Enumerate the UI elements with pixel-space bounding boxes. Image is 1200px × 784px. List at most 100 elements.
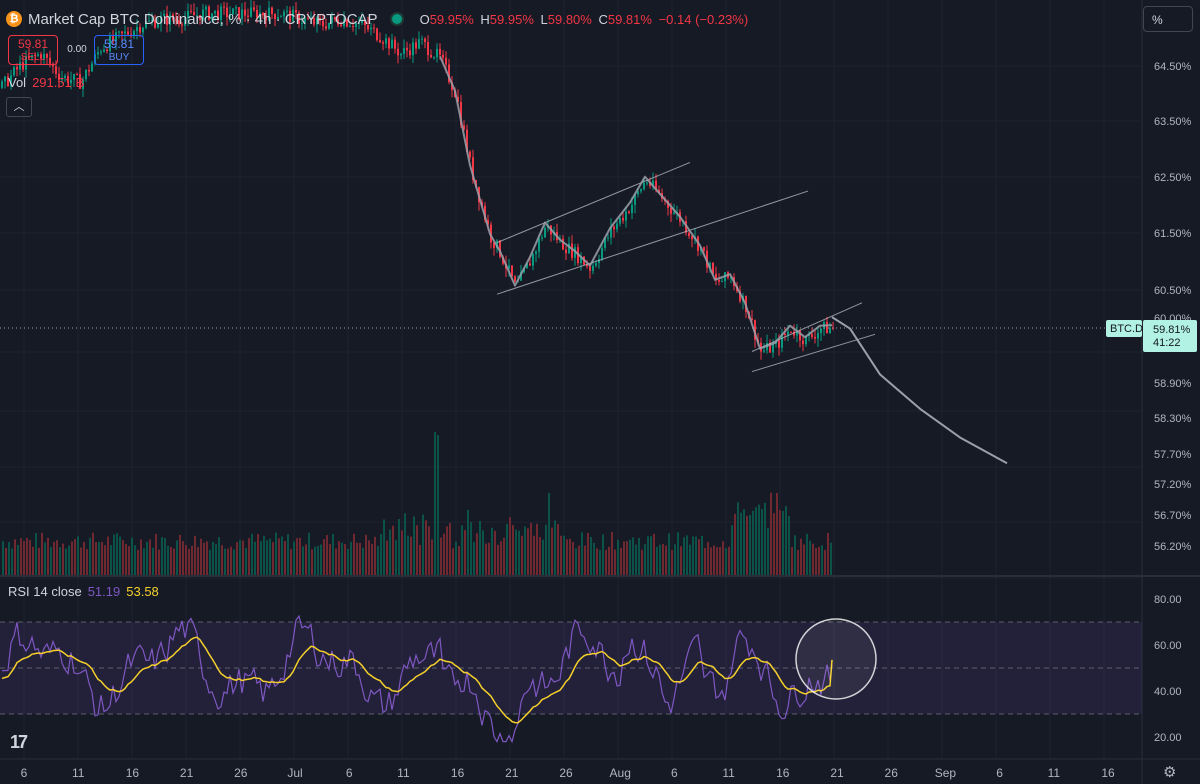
candle-body xyxy=(601,247,603,260)
scale-mode-button[interactable]: % xyxy=(1143,6,1193,32)
volume-bar xyxy=(815,547,817,575)
volume-bar xyxy=(674,544,676,575)
candle-body xyxy=(412,42,414,56)
candle-body xyxy=(691,236,693,240)
collapse-legend-button[interactable]: ︿ xyxy=(6,97,32,117)
volume-bar xyxy=(587,532,589,575)
candle-body xyxy=(643,182,645,190)
candle-body xyxy=(793,331,795,336)
volume-bar xyxy=(431,539,433,575)
time-tick-label: 11 xyxy=(1048,766,1061,780)
volume-bar xyxy=(47,537,49,575)
volume-bar xyxy=(779,510,781,575)
symbol-title[interactable]: Market Cap BTC Dominance, % · 4h · CRYPT… xyxy=(28,10,378,28)
volume-bar xyxy=(383,519,385,575)
volume-bar xyxy=(317,545,319,575)
volume-bar xyxy=(689,544,691,575)
candle-body xyxy=(448,64,450,83)
candle-body xyxy=(397,48,399,56)
volume-bar xyxy=(386,540,388,575)
candle-body xyxy=(526,263,528,269)
volume-bar xyxy=(413,516,415,575)
candle-body xyxy=(157,23,159,28)
volume-bar xyxy=(143,548,145,575)
volume-bar xyxy=(761,509,763,575)
gear-icon[interactable]: ⚙ xyxy=(1163,764,1177,781)
volume-bar xyxy=(41,532,43,575)
candle-body xyxy=(739,291,741,302)
candle-body xyxy=(31,55,33,58)
volume-bar xyxy=(527,528,529,575)
volume-bar xyxy=(95,542,97,575)
volume-bar xyxy=(728,546,730,575)
volume-bar xyxy=(464,530,466,575)
candle-body xyxy=(184,18,186,26)
candle-body xyxy=(388,38,390,49)
volume-bar xyxy=(488,542,490,575)
candle-body xyxy=(328,22,330,29)
candle-body xyxy=(262,12,264,16)
volume-bar xyxy=(11,548,13,575)
candle-body xyxy=(352,26,354,28)
volume-bar xyxy=(605,549,607,575)
candle-body xyxy=(430,55,432,58)
volume-bar xyxy=(758,504,760,575)
candle-body xyxy=(124,31,126,34)
volume-bar xyxy=(764,502,766,575)
volume-bar xyxy=(785,506,787,575)
volume-bar xyxy=(686,535,688,575)
candle-body xyxy=(94,54,96,64)
volume-bar xyxy=(794,535,796,575)
volume-bar xyxy=(419,544,421,575)
candle-body xyxy=(307,18,309,20)
volume-bar xyxy=(767,527,769,575)
volume-bar xyxy=(683,537,685,575)
volume-bar xyxy=(461,525,463,575)
buy-button[interactable]: 59.81 BUY xyxy=(94,35,144,65)
volume-bar xyxy=(455,541,457,575)
volume-bar xyxy=(287,534,289,575)
candle-body xyxy=(13,66,15,76)
candle-body xyxy=(532,254,534,266)
candle-body xyxy=(43,53,45,59)
candle-body xyxy=(427,42,429,56)
candle-body xyxy=(112,36,114,42)
price-tag-countdown: 41:22 xyxy=(1153,337,1181,349)
sell-button[interactable]: 59.81 SELL xyxy=(8,35,58,65)
candle-body xyxy=(268,7,270,21)
volume-bar xyxy=(185,544,187,575)
candle-body xyxy=(325,26,327,29)
volume-bar xyxy=(224,548,226,575)
candle-body xyxy=(139,26,141,33)
candle-body xyxy=(619,217,621,224)
candle-body xyxy=(115,32,117,42)
volume-bar xyxy=(494,530,496,575)
candle-body xyxy=(589,266,591,271)
volume-bar xyxy=(389,529,391,575)
volume-bar xyxy=(335,548,337,575)
candle-body xyxy=(655,180,657,190)
candle-body xyxy=(514,276,516,282)
candle-body xyxy=(625,211,627,221)
candle-body xyxy=(133,31,135,37)
time-tick-label: 11 xyxy=(72,766,85,780)
candle-body xyxy=(70,79,72,84)
volume-bar xyxy=(260,541,262,575)
candle-body xyxy=(37,54,39,56)
volume-bar xyxy=(74,539,76,575)
volume-bar xyxy=(554,520,556,575)
time-tick-label: 6 xyxy=(346,766,353,780)
candle-body xyxy=(253,7,255,10)
candle-body xyxy=(406,47,408,51)
candle-body xyxy=(829,327,831,334)
volume-bar xyxy=(242,540,244,575)
candle-body xyxy=(628,211,630,214)
volume-bar xyxy=(281,536,283,575)
volume-bar xyxy=(245,547,247,575)
volume-bar xyxy=(116,533,118,575)
volume-bar xyxy=(89,537,91,575)
volume-bar xyxy=(50,546,52,575)
volume-bar xyxy=(203,542,205,575)
